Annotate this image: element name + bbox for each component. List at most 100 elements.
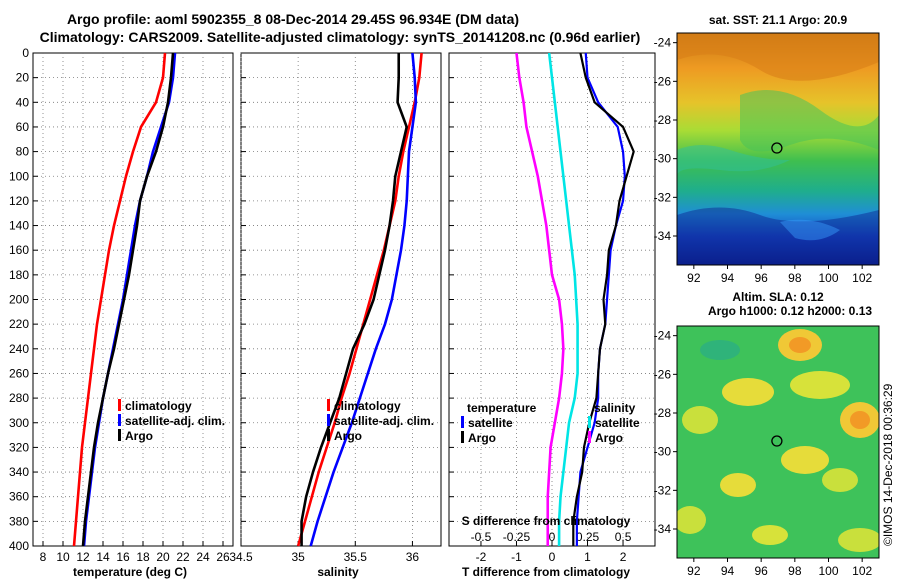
sla-xtick-label-5: 102 bbox=[852, 564, 872, 578]
argo-profile-figure: Argo profile: aoml 5902355_8 08-Dec-2014… bbox=[0, 0, 900, 580]
depth-tick-label-14: 280 bbox=[9, 391, 29, 405]
depth-tick-label-12: 240 bbox=[9, 342, 29, 356]
salinity-legend-label-1: satellite-adj. clim. bbox=[334, 414, 434, 428]
temperature-legend-label-1: satellite-adj. clim. bbox=[125, 414, 225, 428]
depth-tick-label-9: 180 bbox=[9, 268, 29, 282]
difference-xtick-label-0: -2 bbox=[476, 550, 487, 564]
sst-ytick-label-5: -34 bbox=[654, 229, 672, 243]
sla-xtick-label-0: 92 bbox=[687, 564, 701, 578]
depth-tick-label-1: 20 bbox=[16, 71, 30, 85]
depth-tick-label-20: 400 bbox=[9, 539, 29, 553]
difference-legend-left-label-0: satellite bbox=[468, 416, 513, 430]
depth-tick-label-2: 40 bbox=[16, 95, 30, 109]
sst-ytick-label-0: -24 bbox=[654, 36, 672, 50]
difference-legend-left-swatch-1 bbox=[461, 431, 464, 443]
salinity-legend-swatch-2 bbox=[327, 429, 330, 441]
depth-tick-label-8: 160 bbox=[9, 243, 29, 257]
temperature-xtick-label-0: 8 bbox=[40, 550, 47, 564]
sla-high-1-core bbox=[789, 337, 811, 353]
depth-tick-label-0: 0 bbox=[22, 46, 29, 60]
difference-legend-left-label-1: Argo bbox=[468, 431, 496, 445]
sst-ytick-label-1: -26 bbox=[654, 74, 672, 88]
sla-ytick-label-2: -28 bbox=[654, 406, 672, 420]
temperature-panel: 8 10 12 14 16 18 20 22 24 26020406080100120140160… bbox=[9, 46, 233, 564]
sla-high-11 bbox=[838, 528, 882, 552]
temperature-xtick-label-7: 22 bbox=[176, 550, 190, 564]
sla-low-1 bbox=[700, 340, 740, 360]
difference-top-tick-label-4: 0.5 bbox=[615, 530, 632, 544]
figure-title-line1: Argo profile: aoml 5902355_8 08-Dec-2014… bbox=[67, 11, 519, 27]
difference-legend-right-swatch-0 bbox=[588, 416, 591, 428]
temperature-xtick-label-6: 20 bbox=[156, 550, 170, 564]
difference-xtick-label-1: -1 bbox=[511, 550, 522, 564]
depth-tick-label-6: 120 bbox=[9, 194, 29, 208]
difference-xlabel: T difference from climatology bbox=[462, 565, 630, 579]
depth-tick-label-16: 320 bbox=[9, 440, 29, 454]
sla-high-9 bbox=[674, 506, 706, 534]
temperature-legend-swatch-0 bbox=[118, 399, 121, 411]
depth-tick-label-10: 200 bbox=[9, 293, 29, 307]
sla-high-3 bbox=[790, 371, 850, 399]
depth-tick-label-11: 220 bbox=[9, 317, 29, 331]
difference-legend-left-title: temperature bbox=[467, 401, 537, 415]
depth-tick-label-18: 360 bbox=[9, 490, 29, 504]
sst-map-title: sat. SST: 21.1 Argo: 20.9 bbox=[709, 13, 848, 27]
sst-ytick-label-3: -30 bbox=[654, 152, 672, 166]
sst-ytick-label-2: -28 bbox=[654, 113, 672, 127]
sla-xtick-label-3: 98 bbox=[788, 564, 802, 578]
sla-high-5 bbox=[682, 406, 718, 434]
temperature-xtick-label-5: 18 bbox=[136, 550, 150, 564]
sla-ytick-label-3: -30 bbox=[654, 445, 672, 459]
sla-xtick-label-1: 94 bbox=[721, 564, 735, 578]
temperature-xtick-label-4: 16 bbox=[116, 550, 130, 564]
imos-credit: ©IMOS 14-Dec-2018 00:36:29 bbox=[881, 383, 895, 546]
sst-xtick-label-1: 94 bbox=[721, 271, 735, 285]
salinity-xtick-label-3: 36 bbox=[406, 550, 420, 564]
temperature-legend-swatch-2 bbox=[118, 429, 121, 441]
salinity-legend-swatch-1 bbox=[327, 414, 330, 426]
difference-top-tick-label-3: 0.25 bbox=[576, 530, 600, 544]
sla-field bbox=[677, 326, 879, 558]
difference-xlabel-top: S difference from climatology bbox=[462, 514, 631, 528]
salinity-legend-label-0: climatology bbox=[334, 399, 401, 413]
sla-map-title-line2: Argo h1000: 0.12 h2000: 0.13 bbox=[708, 304, 872, 318]
temperature-legend-swatch-1 bbox=[118, 414, 121, 426]
salinity-xtick-label-1: 35 bbox=[291, 550, 305, 564]
difference-legend-left-swatch-0 bbox=[461, 416, 464, 428]
temperature-xtick-label-8: 24 bbox=[196, 550, 210, 564]
temperature-xtick-label-3: 14 bbox=[96, 550, 110, 564]
temperature-xtick-label-9: 26 bbox=[216, 550, 230, 564]
temperature-xtick-label-1: 10 bbox=[56, 550, 70, 564]
sla-high-8 bbox=[720, 473, 756, 497]
difference-legend-right-label-1: Argo bbox=[595, 431, 623, 445]
difference-legend-right-label-0: satellite bbox=[595, 416, 640, 430]
sla-ytick-label-0: -24 bbox=[654, 329, 672, 343]
depth-tick-label-19: 380 bbox=[9, 514, 29, 528]
sla-xtick-label-2: 96 bbox=[754, 564, 768, 578]
difference-xtick-label-2: 0 bbox=[549, 550, 556, 564]
salinity-legend-label-2: Argo bbox=[334, 429, 362, 443]
sla-xtick-label-4: 100 bbox=[818, 564, 838, 578]
sla-high-7 bbox=[822, 468, 858, 492]
salinity-xtick-label-2: 35.5 bbox=[344, 550, 368, 564]
difference-xtick-label-3: 1 bbox=[584, 550, 591, 564]
figure-title-line2: Climatology: CARS2009. Satellite-adjuste… bbox=[40, 29, 641, 45]
salinity-xtick-label-0: 34.5 bbox=[229, 550, 253, 564]
depth-tick-label-4: 80 bbox=[16, 145, 30, 159]
difference-panel: -2 -1 0 1 2-0.5 -0.25 0 0.25 0.5temperaturesatel… bbox=[449, 53, 655, 564]
sla-high-2 bbox=[722, 378, 774, 406]
depth-tick-label-13: 260 bbox=[9, 366, 29, 380]
depth-tick-label-15: 300 bbox=[9, 416, 29, 430]
salinity-legend-swatch-0 bbox=[327, 399, 330, 411]
temperature-xlabel: temperature (deg C) bbox=[73, 565, 187, 579]
difference-top-tick-label-0: -0.5 bbox=[471, 530, 492, 544]
depth-tick-label-5: 100 bbox=[9, 169, 29, 183]
temperature-legend-label-2: Argo bbox=[125, 429, 153, 443]
difference-top-tick-label-1: -0.25 bbox=[503, 530, 531, 544]
difference-legend-right-swatch-1 bbox=[588, 431, 591, 443]
depth-tick-label-17: 340 bbox=[9, 465, 29, 479]
sst-ytick-label-4: -32 bbox=[654, 190, 672, 204]
temperature-legend-label-0: climatology bbox=[125, 399, 192, 413]
sla-ytick-label-5: -34 bbox=[654, 522, 672, 536]
